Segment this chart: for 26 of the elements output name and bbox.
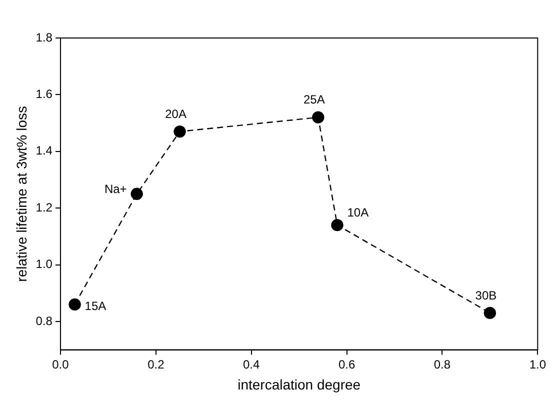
point [130,188,143,200]
x-tick-label: 0.8 [434,357,451,372]
annotation: 30B [475,288,497,302]
point [312,111,324,124]
x-tick-label: 0.2 [148,357,165,372]
y-tick-label: 1.4 [36,144,53,158]
x-tick-label: 0.6 [338,357,356,372]
y-tick-label: 1.0 [36,257,53,272]
x-axis-title: intercalation degree [238,376,361,392]
y-axis-title: relative lifetime at 3wt% loss [13,106,30,282]
point [331,218,344,232]
y-tick-label: 0.8 [36,314,53,328]
annotation: 25A [303,92,325,107]
x-tick-label: 0.0 [52,357,70,372]
y-tick-label: 1.2 [36,200,53,214]
point [484,306,496,320]
point [68,298,81,311]
point [174,125,186,138]
x-tick-label: 1.0 [529,357,546,372]
annotation: 20A [165,106,186,121]
x-tick-label: 0.4 [243,357,260,372]
annotation: Na+ [104,182,127,196]
annotation: 10A [347,205,369,220]
y-tick-label: 1.8 [36,30,53,44]
y-tick-label: 1.6 [36,87,53,102]
annotation: 15A [84,298,106,313]
